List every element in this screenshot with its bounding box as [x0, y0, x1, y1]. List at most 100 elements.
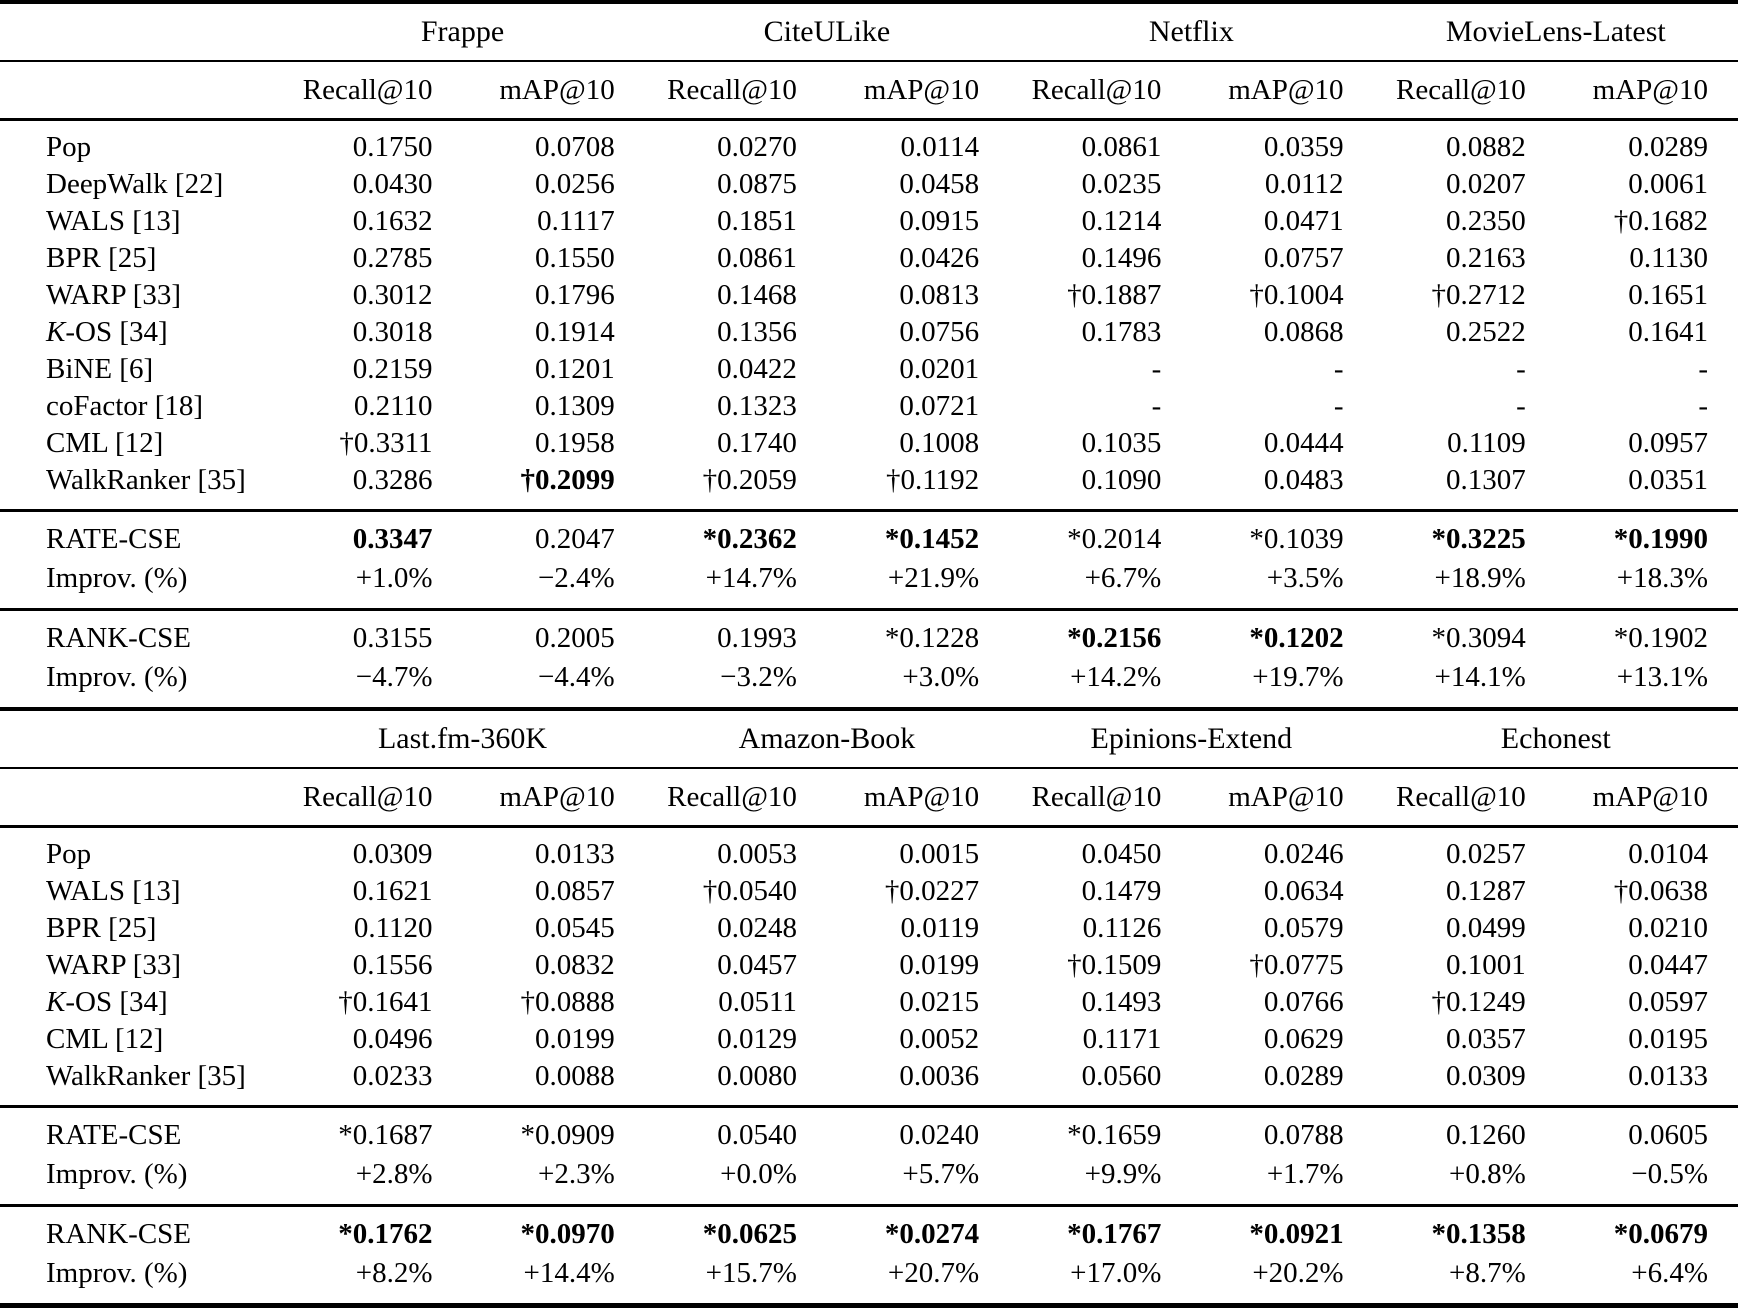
- metric-value: +8.7%: [1449, 1257, 1526, 1289]
- metric-header: mAP@10: [826, 61, 1010, 121]
- row-label: Improv. (%): [46, 661, 188, 693]
- metric-value: 0.0233: [352, 1060, 433, 1092]
- table-row: DeepWalk [22] 0.0430 0.0256 0.0875 0.0458 0.0…: [0, 166, 1738, 203]
- table-row: coFactor [18] 0.2110 0.1309 0.1323 0.0721 - - -…: [0, 388, 1738, 425]
- metric-value: 0.1621: [352, 875, 433, 907]
- metric-value: †0.1192: [885, 464, 980, 496]
- metric-value: 0.0447: [1628, 949, 1708, 981]
- metric-value: -: [1516, 353, 1526, 385]
- metric-header: mAP@10: [462, 61, 645, 121]
- metric-value: †0.1887: [1067, 279, 1162, 311]
- metric-value: 0.0458: [899, 168, 980, 200]
- metric-value: 0.0721: [899, 390, 980, 422]
- metric-value: +1.0%: [355, 562, 433, 594]
- metric-value: *0.2156: [1067, 622, 1162, 654]
- metric-value: *0.1902: [1613, 622, 1708, 654]
- metric-value: 0.1201: [534, 353, 615, 385]
- table-row: BPR [25] 0.1120 0.0545 0.0248 0.0119 0.1126 0.…: [0, 910, 1738, 947]
- metric-value: 0.1914: [534, 316, 615, 348]
- metric-value: *0.1202: [1249, 622, 1344, 654]
- metric-value: 0.2047: [534, 523, 615, 555]
- metric-value: +6.7%: [1084, 562, 1162, 594]
- metric-value: 0.0080: [717, 1060, 797, 1092]
- metric-value: +20.2%: [1252, 1257, 1344, 1289]
- dataset-header: Last.fm-360K: [280, 711, 645, 769]
- metric-value: +8.2%: [355, 1257, 433, 1289]
- row-label: CML [12]: [46, 427, 164, 459]
- metric-header: Recall@10: [280, 768, 463, 828]
- metric-value: 0.0133: [534, 838, 615, 870]
- dataset-header: Echonest: [1373, 711, 1738, 769]
- metric-value: −4.4%: [537, 661, 615, 693]
- metric-value: +0.0%: [720, 1158, 797, 1190]
- row-label: RANK-CSE: [46, 1218, 192, 1250]
- metric-value: 0.1109: [1447, 427, 1526, 459]
- metric-value: *0.3094: [1431, 622, 1526, 654]
- metric-value: +2.3%: [537, 1158, 615, 1190]
- metric-value: *0.1687: [338, 1119, 433, 1151]
- metric-value: +17.0%: [1070, 1257, 1162, 1289]
- metric-value: 0.0133: [1628, 1060, 1708, 1092]
- metric-value: 0.0496: [352, 1023, 433, 1055]
- metric-value: 0.0309: [1446, 1060, 1526, 1092]
- metric-value: 0.0560: [1081, 1060, 1162, 1092]
- metric-value: *0.0679: [1613, 1218, 1708, 1250]
- metric-value: *0.1452: [884, 523, 980, 555]
- empty-corner-cell: [0, 711, 281, 769]
- row-label: K-OS [34]: [46, 986, 168, 1018]
- metric-value: *0.0625: [702, 1218, 797, 1250]
- metric-value: *0.0970: [520, 1218, 615, 1250]
- metric-value: 0.0257: [1446, 838, 1526, 870]
- metric-value: 0.1632: [352, 205, 433, 237]
- metric-value: †0.0888: [520, 986, 615, 1018]
- row-label: Pop: [46, 838, 92, 870]
- table-row: Pop 0.1750 0.0708 0.0270 0.0114 0.0861 0.0359 0…: [0, 120, 1738, 167]
- metric-value: 0.1356: [717, 316, 797, 348]
- metric-value: *0.1990: [1613, 523, 1708, 555]
- metric-value: †0.0540: [702, 875, 797, 907]
- metric-value: 0.0875: [717, 168, 797, 200]
- metric-value: †0.0227: [884, 875, 980, 907]
- metric-value: 0.2785: [352, 242, 433, 274]
- metric-value: +2.8%: [355, 1158, 433, 1190]
- metric-value: 0.0861: [1081, 131, 1162, 163]
- metric-value: *0.1659: [1067, 1119, 1162, 1151]
- metric-value: 0.1323: [717, 390, 797, 422]
- metric-value: 0.2110: [353, 390, 433, 422]
- metric-value: 0.1740: [717, 427, 797, 459]
- metric-header: mAP@10: [826, 768, 1010, 828]
- metric-value: 0.1496: [1081, 242, 1162, 274]
- metric-value: +21.9%: [887, 562, 980, 594]
- metric-value: 0.0540: [717, 1119, 797, 1151]
- improv-row: Improv. (%) +8.2% +14.4% +15.7% +20.7% +17.0%…: [0, 1254, 1738, 1306]
- metric-value: 0.0915: [899, 205, 980, 237]
- metric-value: 0.0756: [899, 316, 980, 348]
- metric-value: †0.1004: [1249, 279, 1344, 311]
- metric-value: +19.7%: [1252, 661, 1344, 693]
- metric-value: +1.7%: [1266, 1158, 1344, 1190]
- metric-header: Recall@10: [644, 768, 827, 828]
- metric-value: 0.0450: [1081, 838, 1162, 870]
- row-label: WalkRanker [35]: [46, 464, 246, 496]
- table-row: CML [12] 0.0496 0.0199 0.0129 0.0052 0.1171 0.…: [0, 1021, 1738, 1058]
- metric-value: 0.0629: [1263, 1023, 1344, 1055]
- row-label: Improv. (%): [46, 1257, 188, 1289]
- metric-header: Recall@10: [644, 61, 827, 121]
- row-label: DeepWalk [22]: [46, 168, 224, 200]
- metric-header-row: Recall@10 mAP@10 Recall@10 mAP@10 Recall…: [0, 768, 1738, 828]
- row-label: RATE-CSE: [46, 523, 182, 555]
- metric-value: 0.0579: [1263, 912, 1344, 944]
- dataset-header: Epinions-Extend: [1009, 711, 1374, 769]
- metric-value: *0.1767: [1067, 1218, 1162, 1250]
- metric-value: 0.0199: [534, 1023, 615, 1055]
- metric-value: 0.1958: [534, 427, 615, 459]
- metric-value: 0.1651: [1628, 279, 1708, 311]
- metric-value: 0.2350: [1446, 205, 1526, 237]
- row-label: K-OS [34]: [46, 316, 168, 348]
- dataset-header-row: Frappe CiteULike Netflix MovieLens-Lates…: [0, 2, 1738, 62]
- metric-value: 0.0088: [534, 1060, 615, 1092]
- metric-value: 0.0104: [1628, 838, 1708, 870]
- improv-row: Improv. (%) −4.7% −4.4% −3.2% +3.0% +14.2% +19…: [0, 658, 1738, 709]
- metric-value: 0.2522: [1446, 316, 1526, 348]
- metric-value: 0.0861: [717, 242, 797, 274]
